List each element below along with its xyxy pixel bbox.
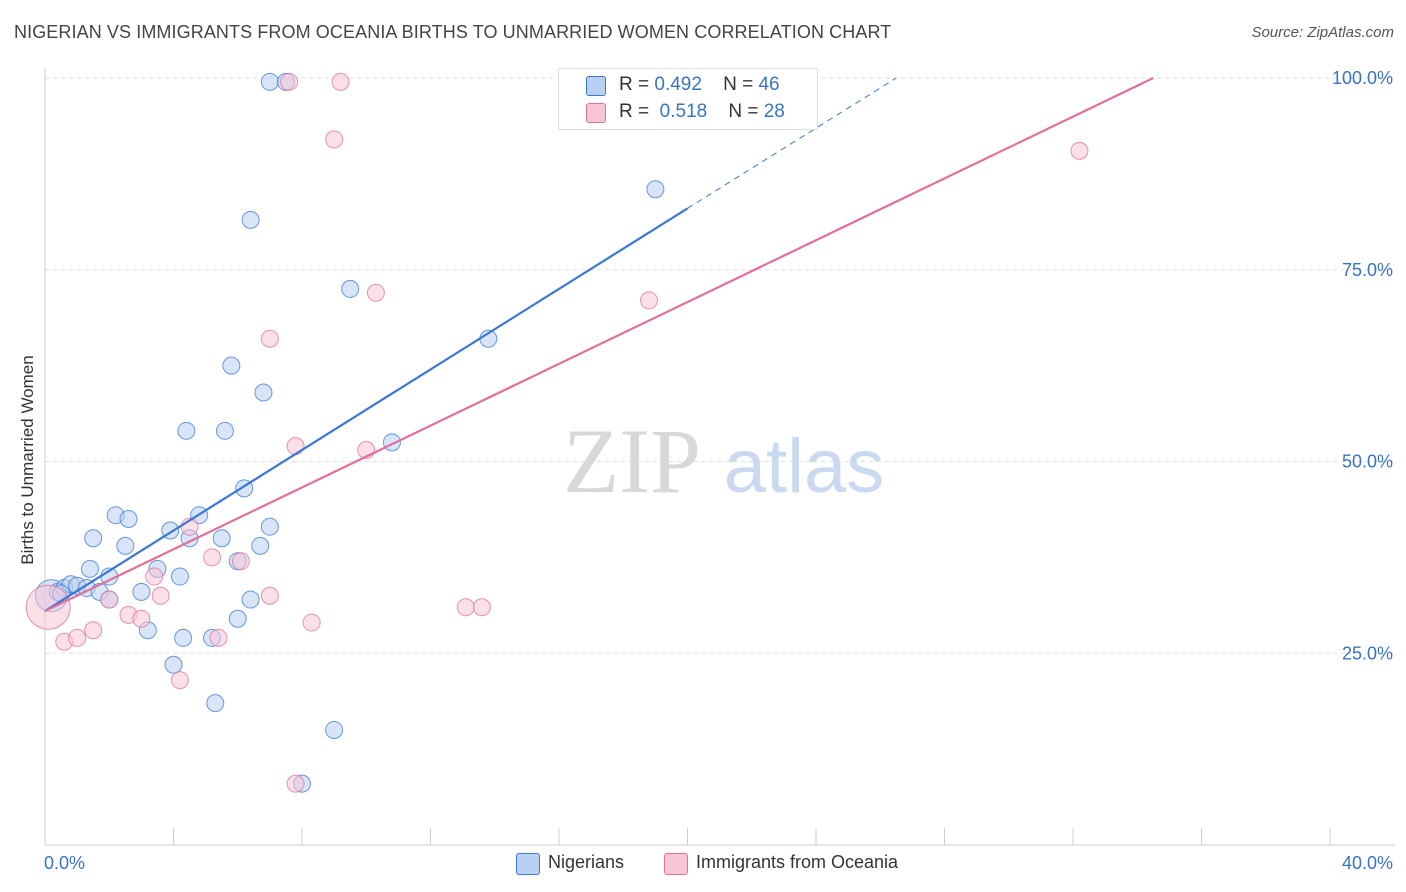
oceania-point (1070, 141, 1089, 160)
nigerians-point (260, 517, 279, 536)
oceania-point (302, 613, 321, 632)
nigerians-point (251, 536, 270, 555)
nigerians-point (222, 356, 241, 375)
legend-label-nigerians: Nigerians (548, 852, 625, 872)
nigerians-point (177, 421, 196, 440)
nigerians-trend-line (44, 207, 689, 612)
oceania-point (639, 291, 658, 310)
oceania-trend-line (44, 77, 1154, 613)
nigerians-point (325, 720, 344, 739)
legend-swatch-pink (664, 853, 688, 875)
legend-swatch-blue (516, 853, 540, 875)
legend-n-label: N = (728, 101, 759, 122)
legend-r-value: 0.492 (654, 74, 702, 95)
oceania-point (331, 72, 350, 91)
y-axis-title: Births to Unmarried Women (18, 355, 37, 565)
oceania-point (286, 774, 305, 793)
nigerians-point (212, 529, 231, 548)
oceania-point (151, 586, 170, 605)
oceania-point (325, 130, 344, 149)
oceania-point (100, 590, 119, 609)
nigerians-point (646, 180, 665, 199)
watermark: ZIP atlas (563, 410, 884, 512)
oceania-point (84, 621, 103, 640)
legend-label-oceania: Immigrants from Oceania (696, 852, 899, 872)
nigerians-point (215, 421, 234, 440)
y-tick-label: 75.0% (1342, 260, 1393, 280)
nigerians-point (84, 529, 103, 548)
trend-lines (44, 77, 1154, 613)
nigerians-point (164, 655, 183, 674)
legend-r-label: R = (619, 101, 650, 122)
nigerians-point (341, 279, 360, 298)
nigerians-point (260, 72, 279, 91)
oceania-point (145, 567, 164, 586)
nigerians-point (241, 210, 260, 229)
chart-title: NIGERIAN VS IMMIGRANTS FROM OCEANIA BIRT… (14, 22, 892, 42)
oceania-point (472, 598, 491, 617)
legend-n-value: 46 (758, 74, 780, 95)
oceania-point (260, 329, 279, 348)
nigerians-point (116, 536, 135, 555)
nigerians-point (132, 582, 151, 601)
x-tick-label-min: 0.0% (44, 853, 85, 873)
nigerians-trend-extension (687, 77, 897, 209)
legend-swatch-blue (586, 76, 606, 96)
legend-stats-oceania: R = 0.518 N = 28 (619, 101, 785, 123)
nigerians-point (254, 383, 273, 402)
legend-r-value: 0.518 (659, 101, 708, 122)
nigerians-point (174, 628, 193, 647)
oceania-point (456, 598, 475, 617)
watermark-zip: ZIP (563, 410, 701, 512)
oceania-point (25, 584, 71, 630)
oceania-point (260, 586, 279, 605)
y-tick-label: 50.0% (1342, 452, 1393, 472)
oceania-point (231, 552, 250, 571)
legend-stats-nigerians: R = 0.492 N = 46 (619, 74, 780, 96)
correlation-legend: R = 0.492 N = 46 R = 0.518 N = 28 (558, 68, 818, 130)
axes (44, 68, 1395, 846)
oceania-point (286, 437, 305, 456)
oceania-point (132, 609, 151, 628)
legend-n-value: 28 (763, 101, 785, 122)
oceania-point (209, 628, 228, 647)
tick-labels: 25.0% 50.0% 75.0% 100.0% 0.0% 40.0% (44, 68, 1393, 873)
y-tick-label: 25.0% (1342, 643, 1393, 663)
nigerians-point (228, 609, 247, 628)
y-tick-label: 100.0% (1332, 68, 1393, 88)
legend-swatch-pink (586, 103, 606, 123)
nigerians-point (170, 567, 189, 586)
nigerians-point (80, 559, 99, 578)
oceania-point (366, 283, 385, 302)
oceania-point (68, 628, 87, 647)
oceania-point (170, 671, 189, 690)
watermark-atlas: atlas (724, 424, 885, 509)
legend-r-label: R = (619, 74, 650, 95)
data-points (25, 72, 1089, 793)
oceania-point (203, 548, 222, 567)
oceania-point (280, 72, 299, 91)
legend-n-label: N = (723, 74, 754, 95)
nigerians-point (241, 590, 260, 609)
nigerians-point (119, 510, 138, 529)
x-tick-label-max: 40.0% (1342, 853, 1393, 873)
source-label: Source: ZipAtlas.com (1251, 24, 1394, 41)
nigerians-point (206, 694, 225, 713)
